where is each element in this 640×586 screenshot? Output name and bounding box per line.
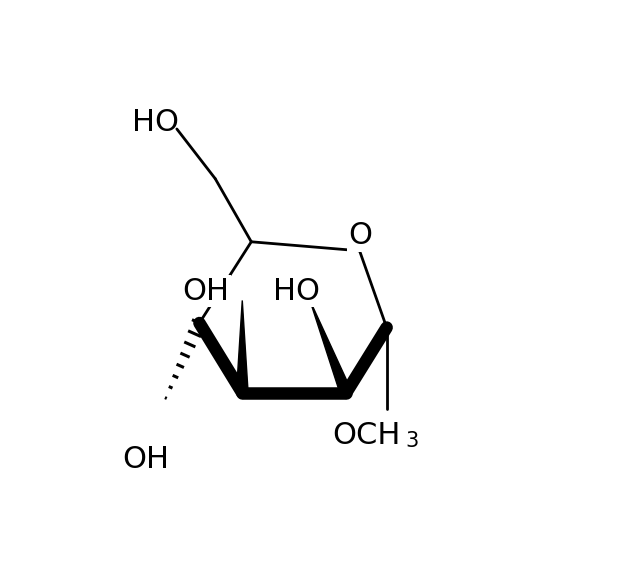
Text: O: O [349,222,372,250]
Polygon shape [310,301,351,395]
Text: OH: OH [122,445,169,473]
Text: 3: 3 [406,431,419,451]
Polygon shape [236,301,248,393]
Text: HO: HO [132,108,179,137]
Text: OH: OH [182,277,230,306]
Text: HO: HO [273,277,320,306]
Text: OCH: OCH [333,421,401,450]
